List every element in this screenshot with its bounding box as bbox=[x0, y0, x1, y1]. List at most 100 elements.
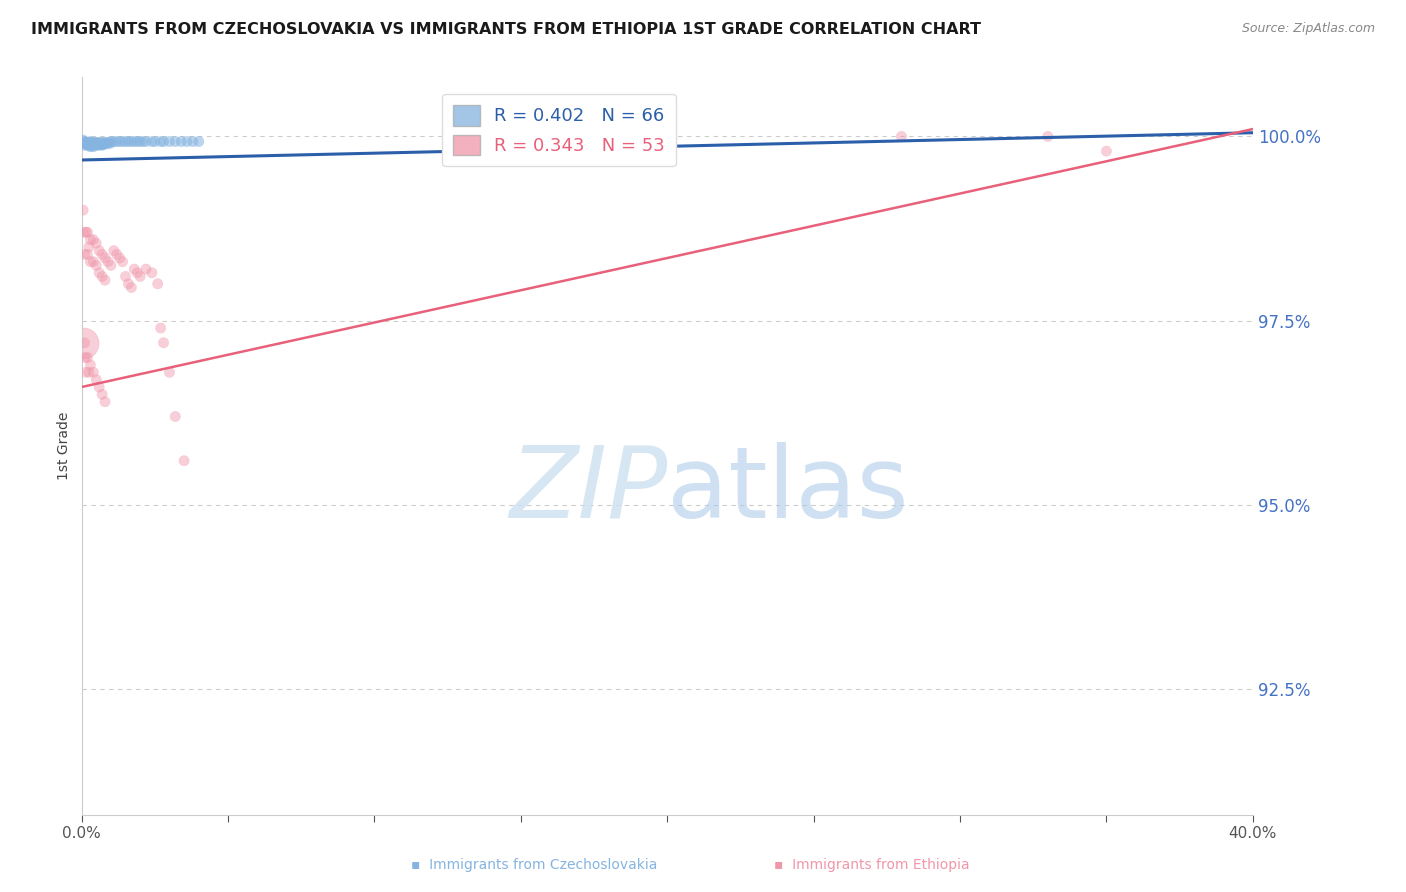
Text: IMMIGRANTS FROM CZECHOSLOVAKIA VS IMMIGRANTS FROM ETHIOPIA 1ST GRADE CORRELATION: IMMIGRANTS FROM CZECHOSLOVAKIA VS IMMIGR… bbox=[31, 22, 981, 37]
Point bbox=[79, 233, 101, 247]
Point bbox=[90, 137, 112, 152]
Point bbox=[79, 136, 101, 151]
Point bbox=[120, 135, 142, 149]
Text: ▪  Immigrants from Ethiopia: ▪ Immigrants from Ethiopia bbox=[773, 858, 970, 872]
Point bbox=[176, 135, 198, 149]
Point bbox=[84, 373, 107, 387]
Point bbox=[73, 138, 96, 153]
Point bbox=[79, 136, 101, 150]
Point bbox=[77, 240, 100, 254]
Point bbox=[82, 136, 104, 151]
Point bbox=[152, 335, 174, 350]
Legend: R = 0.402   N = 66, R = 0.343   N = 53: R = 0.402 N = 66, R = 0.343 N = 53 bbox=[441, 94, 676, 166]
Point bbox=[165, 135, 187, 149]
Text: atlas: atlas bbox=[668, 442, 908, 539]
Point bbox=[83, 136, 105, 150]
Point bbox=[75, 136, 97, 151]
Point bbox=[97, 254, 120, 268]
Point bbox=[79, 135, 101, 149]
Point bbox=[84, 136, 107, 150]
Point bbox=[173, 454, 195, 468]
Point bbox=[170, 135, 193, 149]
Point bbox=[79, 138, 101, 153]
Point bbox=[89, 244, 111, 258]
Point bbox=[111, 254, 134, 268]
Point bbox=[77, 138, 100, 153]
Point bbox=[75, 351, 97, 365]
Point bbox=[77, 136, 100, 151]
Point bbox=[73, 225, 96, 239]
Point bbox=[100, 136, 122, 150]
Point bbox=[76, 225, 98, 239]
Point bbox=[111, 135, 134, 149]
Point bbox=[135, 262, 157, 277]
Point bbox=[76, 351, 98, 365]
Point bbox=[181, 135, 204, 149]
Point bbox=[120, 280, 142, 294]
Point bbox=[72, 203, 94, 218]
Point bbox=[79, 358, 101, 372]
Point bbox=[114, 269, 136, 284]
Point bbox=[91, 138, 114, 153]
Point bbox=[82, 233, 104, 247]
Text: ▪  Immigrants from Czechoslovakia: ▪ Immigrants from Czechoslovakia bbox=[411, 858, 658, 872]
Point bbox=[94, 136, 117, 151]
Point bbox=[100, 135, 122, 149]
Point bbox=[84, 236, 107, 251]
Point bbox=[73, 335, 96, 350]
Point bbox=[97, 136, 120, 150]
Point bbox=[76, 136, 98, 150]
Point bbox=[108, 251, 131, 265]
Point bbox=[75, 365, 97, 379]
Point bbox=[94, 394, 117, 409]
Point bbox=[84, 259, 107, 273]
Point bbox=[86, 136, 108, 150]
Point bbox=[108, 135, 131, 149]
Point bbox=[79, 139, 101, 153]
Point bbox=[72, 133, 94, 147]
Point bbox=[165, 409, 187, 424]
Point bbox=[82, 138, 104, 153]
Point bbox=[83, 137, 105, 152]
Point bbox=[127, 266, 149, 280]
Point bbox=[103, 135, 125, 149]
Point bbox=[89, 380, 111, 394]
Point bbox=[73, 136, 96, 151]
Point bbox=[73, 247, 96, 261]
Point bbox=[82, 254, 104, 268]
Point bbox=[117, 135, 139, 149]
Point bbox=[75, 225, 97, 239]
Point bbox=[129, 269, 152, 284]
Point bbox=[127, 135, 149, 149]
Point bbox=[129, 135, 152, 149]
Text: ZIP: ZIP bbox=[509, 442, 668, 539]
Point bbox=[124, 135, 146, 149]
Point bbox=[146, 277, 169, 291]
Point bbox=[76, 138, 98, 153]
Point bbox=[890, 129, 912, 144]
Point bbox=[77, 136, 100, 150]
Point bbox=[97, 136, 120, 151]
Point bbox=[159, 365, 181, 379]
Point bbox=[89, 138, 111, 153]
Point bbox=[141, 135, 163, 149]
Point bbox=[94, 136, 117, 150]
Point bbox=[80, 137, 103, 152]
Point bbox=[82, 139, 104, 153]
Point bbox=[89, 266, 111, 280]
Point bbox=[91, 247, 114, 261]
Point bbox=[143, 135, 166, 149]
Point bbox=[114, 135, 136, 149]
Point bbox=[149, 321, 172, 335]
Point bbox=[94, 251, 117, 265]
Point bbox=[94, 273, 117, 287]
Point bbox=[117, 277, 139, 291]
Point bbox=[105, 247, 128, 261]
Point bbox=[105, 135, 128, 149]
Point bbox=[89, 136, 111, 151]
Point bbox=[149, 135, 172, 149]
Text: Source: ZipAtlas.com: Source: ZipAtlas.com bbox=[1241, 22, 1375, 36]
Point bbox=[1036, 129, 1059, 144]
Y-axis label: 1st Grade: 1st Grade bbox=[58, 412, 72, 480]
Point bbox=[91, 136, 114, 151]
